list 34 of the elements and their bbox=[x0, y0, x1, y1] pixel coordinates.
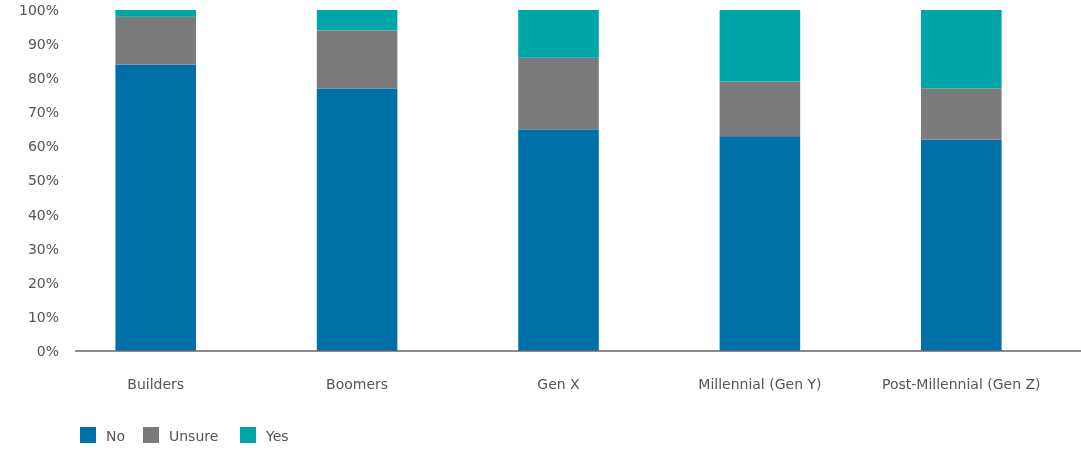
x-tick-label: Millennial (Gen Y) bbox=[698, 376, 822, 392]
bar bbox=[115, 16, 196, 65]
x-tick-label: Boomers bbox=[326, 376, 389, 392]
bar bbox=[719, 136, 801, 351]
bar bbox=[316, 10, 398, 31]
bar bbox=[921, 10, 1002, 89]
bar bbox=[518, 57, 599, 130]
bar bbox=[115, 10, 196, 17]
x-tick-label: Gen X bbox=[537, 376, 581, 392]
y-tick-label: 0% bbox=[36, 342, 59, 359]
y-tick-label: 20% bbox=[27, 274, 59, 291]
bar bbox=[115, 64, 196, 351]
x-tick-label: Builders bbox=[127, 376, 185, 392]
x-tick-label: Post-Millennial (Gen Z) bbox=[882, 376, 1041, 392]
y-tick-label: 80% bbox=[27, 70, 59, 87]
y-tick-label: 100% bbox=[18, 1, 59, 18]
y-tick-label: 50% bbox=[27, 172, 59, 189]
bar bbox=[518, 10, 599, 58]
bar bbox=[316, 30, 398, 89]
bar bbox=[316, 88, 398, 351]
y-tick-label: 60% bbox=[27, 138, 59, 155]
bar bbox=[921, 88, 1002, 140]
bar bbox=[719, 10, 801, 82]
legend-label: Unsure bbox=[169, 428, 219, 444]
legend-label: Yes bbox=[265, 428, 289, 444]
y-tick-label: 70% bbox=[27, 104, 59, 121]
bar bbox=[518, 129, 599, 351]
y-tick-label: 30% bbox=[27, 240, 59, 257]
bar bbox=[921, 139, 1002, 351]
legend-label: No bbox=[106, 428, 126, 444]
y-tick-label: 40% bbox=[27, 206, 59, 223]
y-tick-label: 90% bbox=[27, 36, 59, 52]
y-tick-label: 10% bbox=[27, 308, 59, 325]
bar bbox=[719, 81, 801, 137]
